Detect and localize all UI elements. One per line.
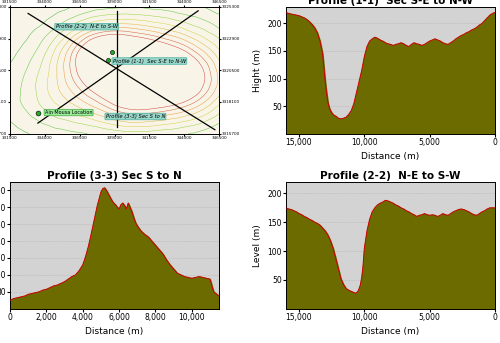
- Title: Profile (1-1)  Sec S-E to N-W: Profile (1-1) Sec S-E to N-W: [308, 0, 473, 6]
- X-axis label: Distance (m): Distance (m): [362, 328, 420, 336]
- X-axis label: Distance (m): Distance (m): [86, 328, 143, 336]
- Title: Profile (2-2)  N-E to S-W: Profile (2-2) N-E to S-W: [320, 171, 460, 181]
- Text: Ain Mousa Location: Ain Mousa Location: [45, 110, 92, 115]
- X-axis label: Distance (m): Distance (m): [362, 152, 420, 162]
- Text: Profile (1-1)  Sec S-E to N-W: Profile (1-1) Sec S-E to N-W: [112, 59, 186, 63]
- Text: Profile (3-3) Sec S to N: Profile (3-3) Sec S to N: [106, 114, 165, 119]
- Y-axis label: Hight (m): Hight (m): [252, 49, 262, 92]
- Title: Profile (3-3) Sec S to N: Profile (3-3) Sec S to N: [47, 171, 182, 181]
- Y-axis label: Level (m): Level (m): [252, 224, 262, 267]
- Text: Profile (2-2)  N-E to S-W: Profile (2-2) N-E to S-W: [56, 24, 118, 29]
